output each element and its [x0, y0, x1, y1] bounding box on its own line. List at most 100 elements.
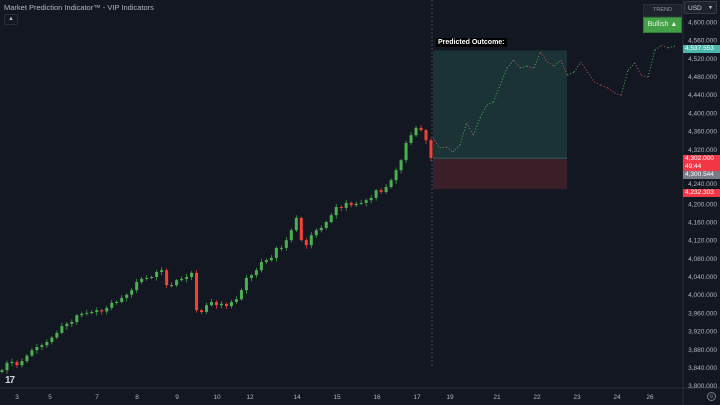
chevron-down-icon: ▼ [708, 5, 713, 11]
time-axis-tick: 21 [493, 394, 501, 401]
candle-body [249, 275, 253, 278]
prediction-path-segment [432, 137, 441, 149]
currency-dropdown[interactable]: USD ▼ [684, 1, 717, 14]
prediction-path-segment [614, 92, 622, 96]
prediction-path-segment [520, 65, 528, 69]
price-axis-tick: 3,800.000 [688, 383, 717, 390]
prediction-path-segment [668, 45, 676, 49]
candle-body [185, 277, 189, 279]
candle-body [180, 278, 184, 281]
candle-body [130, 290, 134, 295]
candle-body [135, 282, 139, 291]
prediction-path-segment [526, 65, 534, 69]
settings-icon[interactable]: ⚙ [707, 392, 716, 401]
price-axis-tick: 3,960.000 [688, 310, 717, 317]
candle-body [40, 345, 44, 347]
prediction-path-segment [547, 61, 555, 67]
time-axis-tick: 14 [293, 394, 301, 401]
candle-body [339, 207, 343, 208]
time-axis-tick: 16 [373, 394, 381, 401]
candle-body [324, 222, 328, 228]
candle-body [364, 200, 368, 203]
prediction-path-segment [486, 101, 494, 106]
candle-body [85, 312, 89, 314]
candle-body [120, 297, 124, 302]
candle-body [115, 302, 119, 303]
stop-price-tag: 4,232.303 [683, 189, 720, 197]
candle-body [334, 207, 338, 216]
candle-body [80, 313, 84, 316]
candle-body [389, 180, 393, 187]
chevron-up-icon[interactable]: ▲ [4, 14, 18, 25]
candle-body [289, 230, 293, 241]
candle-body [165, 270, 169, 286]
candle-body [299, 217, 303, 241]
prediction-path-segment [439, 146, 447, 149]
candle-body [45, 342, 49, 346]
prediction-path-segment [446, 146, 454, 153]
prediction-path-segment [620, 70, 629, 96]
time-axis-tick: 10 [213, 394, 221, 401]
candle-body [145, 277, 149, 279]
candle-body [279, 247, 283, 249]
candle-body [254, 270, 258, 276]
candle-body [210, 302, 214, 306]
candle-body [284, 240, 288, 248]
time-axis-tick: 7 [95, 394, 99, 401]
candle-body [349, 202, 353, 206]
price-axis-tick: 3,840.000 [688, 365, 717, 372]
current-price-tag: 4,302.000 49:44 [683, 155, 720, 171]
prediction-path-segment [587, 71, 595, 83]
candle-body [65, 323, 69, 327]
price-axis-tick: 4,240.000 [688, 181, 717, 188]
price-axis-tick: 4,400.000 [688, 110, 717, 117]
prediction-path-segment [580, 61, 589, 73]
candle-body [344, 202, 348, 208]
candle-body [404, 142, 408, 161]
target-zone [433, 50, 567, 159]
candle-body [234, 299, 238, 302]
time-axis-tick: 17 [413, 394, 421, 401]
candle-body [379, 190, 383, 192]
candle-body [359, 202, 363, 204]
candle-body [274, 247, 278, 258]
candle-body [70, 322, 74, 324]
time-axis-tick: 9 [175, 394, 179, 401]
price-axis-tick: 4,360.000 [688, 129, 717, 136]
currency-value: USD [688, 5, 702, 12]
price-axis-tick: 4,160.000 [688, 220, 717, 227]
candle-body [100, 310, 104, 312]
time-axis-tick: 12 [246, 394, 254, 401]
time-axis-tick: 3 [15, 394, 19, 401]
candle-body [304, 240, 308, 246]
tradingview-logo: 17 [5, 375, 15, 386]
candle-body [155, 272, 159, 277]
time-axis-tick: 8 [135, 394, 139, 401]
current-price: 4,302.000 [685, 155, 714, 162]
candle-body [419, 127, 423, 131]
reference-price-tag: 4,300.544 [683, 171, 720, 179]
candle-body [140, 278, 144, 282]
stop-zone [433, 158, 567, 190]
candle-body [319, 227, 323, 231]
candle-body [229, 302, 233, 307]
time-axis-tick: 19 [446, 394, 454, 401]
prediction-path-segment [466, 122, 474, 136]
candle-body [309, 235, 313, 246]
time-axis-tick: 23 [573, 394, 581, 401]
candle-body [244, 277, 248, 291]
candle-body [414, 127, 418, 136]
candle-body [110, 302, 114, 308]
target-price-tag: 4,537.553 [683, 45, 720, 53]
candle-body [200, 310, 204, 312]
candle-body [75, 315, 79, 322]
price-axis-tick: 4,600.000 [688, 20, 717, 27]
candle-body [205, 305, 209, 312]
time-axis-tick: 24 [613, 394, 621, 401]
candle-body [175, 280, 179, 286]
candle-body [60, 326, 64, 333]
price-axis-tick: 4,200.000 [688, 201, 717, 208]
trend-label: TREND [643, 4, 682, 17]
candle-body [90, 312, 94, 313]
